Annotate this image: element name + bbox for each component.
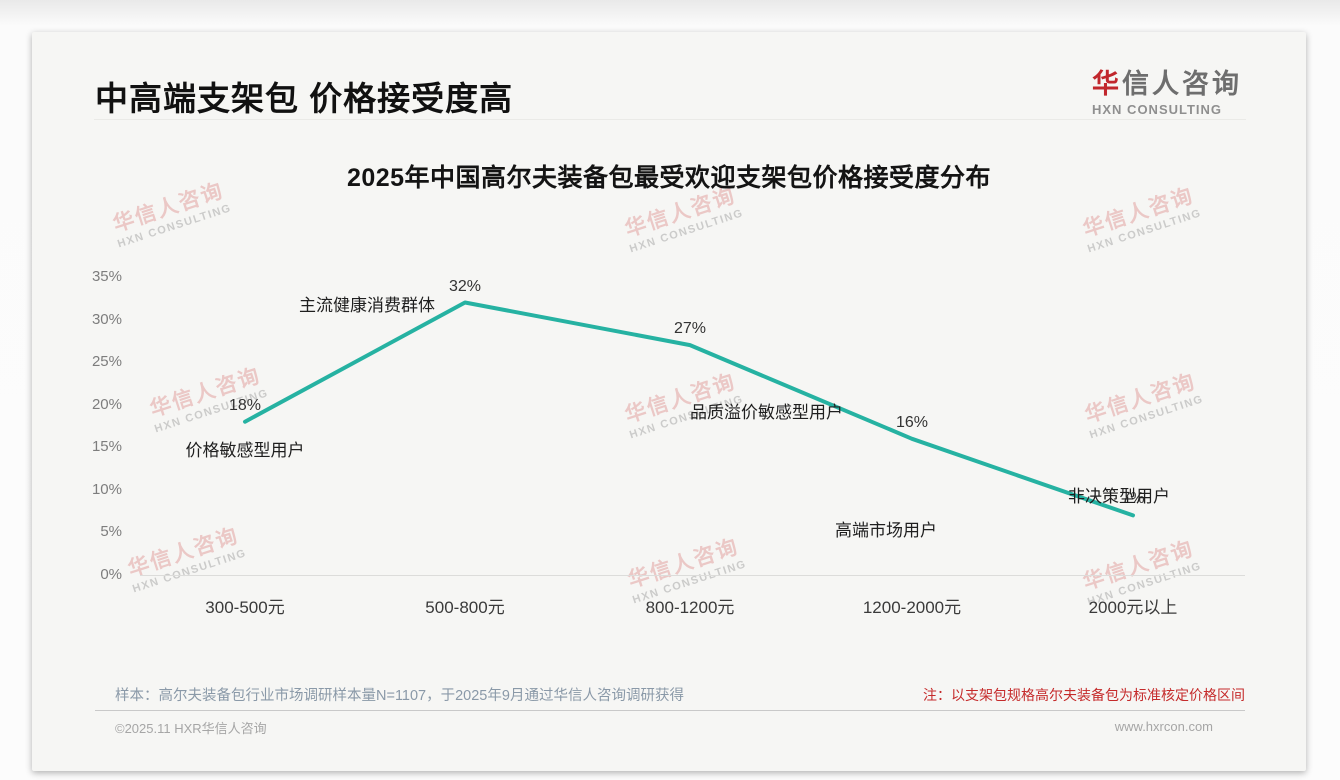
data-line [243, 300, 1135, 518]
header-divider [94, 119, 1246, 120]
website-text: www.hxrcon.com [1114, 719, 1213, 734]
point-annotation: 价格敏感型用户 [185, 441, 305, 460]
y-axis-tick: 25% [91, 353, 122, 371]
x-axis-line [140, 575, 1245, 576]
y-axis-tick: 35% [91, 268, 122, 285]
copyright-text: ©2025.11 HXR华信人咨询 [115, 721, 267, 736]
x-axis-tick: 500-800元 [425, 598, 505, 617]
x-axis-tick: 800-1200元 [645, 598, 735, 617]
value-label: 7% [1121, 490, 1145, 508]
point-annotation: 非决策型用户 [1068, 487, 1170, 506]
point-annotation: 主流健康消费群体 [299, 296, 435, 315]
page-title: 中高端支架包 价格接受度高 [95, 80, 514, 117]
logo-accent-char: 华 [1092, 69, 1122, 99]
brand-logo: 华信人咨询 HXN CONSULTING [1092, 62, 1242, 117]
y-axis-tick: 15% [91, 438, 122, 456]
y-axis-tick: 20% [91, 395, 122, 413]
point-annotation: 高端市场用户 [835, 521, 937, 540]
logo-subtitle: HXN CONSULTING [1092, 102, 1223, 117]
x-axis-tick: 300-500元 [205, 598, 285, 617]
sample-note: 样本：高尔夫装备包行业市场调研样本量N=1107，于2025年9月通过华信人咨询… [115, 688, 684, 704]
logo-rest-chars: 信人咨询 [1122, 69, 1242, 99]
x-axis-tick: 2000元以上 [1088, 598, 1178, 617]
slide-card: 华信人咨询 HXN CONSULTING 华信人咨询 HXN CONSULTING 华信… [32, 32, 1306, 771]
logo-cn: 华信人咨询 [1092, 62, 1242, 101]
y-axis-tick: 30% [91, 310, 122, 328]
chart-line-svg [243, 300, 1135, 518]
point-annotation: 品质溢价敏感型用户 [690, 403, 843, 422]
footer-divider [95, 710, 1245, 711]
x-axis-tick: 1200-2000元 [862, 598, 962, 617]
y-axis-tick: 5% [100, 523, 122, 541]
price-note: 注：以支架包规格高尔夫装备包为标准核定价格区间 [923, 687, 1245, 703]
value-label: 27% [673, 320, 707, 338]
y-axis-tick: 0% [100, 566, 122, 583]
value-label: 18% [228, 396, 262, 414]
chart-title: 2025年中国高尔夫装备包最受欢迎支架包价格接受度分布 [346, 164, 992, 192]
y-axis-tick: 10% [91, 480, 122, 498]
value-label: 32% [448, 277, 482, 295]
value-label: 16% [895, 413, 929, 431]
line-chart: 35% 30% 25% 20% 15% 10% 5% 0% 300-500元 500-800元 80… [32, 32, 1306, 771]
